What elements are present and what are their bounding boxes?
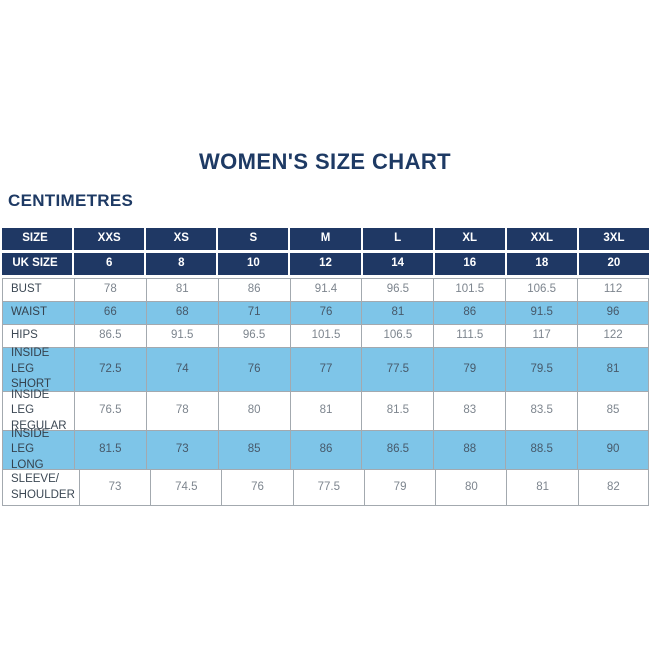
inside-leg-long-row: INSIDE LEG LONG 81.5 73 85 86 86.5 88 88.5 90 [2, 428, 649, 471]
hips-row-value: 96.5 [217, 324, 290, 347]
inside-leg-regular-row-value: 81 [289, 391, 362, 430]
waist-row-value: 81 [361, 301, 434, 324]
sleeve-shoulder-row-value: 79 [363, 469, 436, 506]
inside-leg-long-row-label: INSIDE LEG LONG [2, 428, 74, 471]
inside-leg-long-row-value: 88 [433, 430, 506, 469]
inside-leg-long-row-value: 85 [217, 430, 290, 469]
inside-leg-short-row-value: 77.5 [361, 347, 434, 391]
sleeve-shoulder-row: SLEEVE/ SHOULDER 73 74.5 76 77.5 79 80 81 82 [2, 469, 649, 506]
inside-leg-regular-row-label: INSIDE LEG REGULAR [2, 389, 74, 432]
size-header-row-value: XL [434, 228, 505, 250]
size-header-row-value: L [362, 228, 433, 250]
sleeve-shoulder-row-value: 73 [78, 469, 151, 506]
inside-leg-regular-row-value: 83 [433, 391, 506, 430]
bust-row-label: BUST [2, 278, 74, 301]
uk-size-row: UK SIZE 6 8 10 12 14 16 18 20 [2, 253, 649, 275]
sleeve-shoulder-row-value: 76 [221, 469, 293, 506]
inside-leg-long-row-value: 81.5 [73, 430, 146, 469]
size-header-row-value: 3XL [578, 228, 649, 250]
inside-leg-regular-row-value: 78 [145, 391, 218, 430]
hips-row-value: 117 [505, 324, 578, 347]
waist-row-value: 86 [433, 301, 506, 324]
waist-row-value: 76 [289, 301, 362, 324]
size-header-row-value: XXS [74, 228, 145, 250]
inside-leg-short-row-value: 81 [577, 347, 649, 391]
size-header-row: SIZE XXS XS S M L XL XXL 3XL [2, 228, 649, 250]
hips-row-label: HIPS [2, 324, 74, 347]
bust-row-value: 106.5 [505, 278, 578, 301]
waist-row: WAIST 66 68 71 76 81 86 91.5 96 [2, 301, 649, 324]
unit-label-centimetres: CENTIMETRES [8, 191, 134, 210]
sleeve-shoulder-row-value: 74.5 [150, 469, 222, 506]
inside-leg-regular-row: INSIDE LEG REGULAR 76.5 78 80 81 81.5 83 83.5 85 [2, 389, 649, 432]
uk-size-row-value: 14 [362, 253, 433, 275]
uk-size-row-value: 20 [578, 253, 649, 275]
waist-row-value: 91.5 [505, 301, 578, 324]
bust-row-value: 81 [145, 278, 218, 301]
bust-row-value: 101.5 [433, 278, 506, 301]
inside-leg-short-row-value: 74 [145, 347, 218, 391]
sleeve-shoulder-row-label: SLEEVE/ SHOULDER [2, 469, 79, 506]
inside-leg-long-row-value: 86 [289, 430, 362, 469]
inside-leg-short-row-value: 77 [289, 347, 362, 391]
hips-row-value: 91.5 [145, 324, 218, 347]
inside-leg-short-row-value: 79 [433, 347, 506, 391]
hips-row-value: 101.5 [289, 324, 362, 347]
page-title: WOMEN'S SIZE CHART [199, 149, 451, 174]
size-header-row-value: XXL [506, 228, 577, 250]
bust-row: BUST 78 81 86 91.4 96.5 101.5 106.5 112 [2, 278, 649, 301]
waist-row-value: 68 [145, 301, 218, 324]
bust-row-value: 112 [577, 278, 649, 301]
size-header-row-value: XS [146, 228, 217, 250]
waist-row-value: 96 [577, 301, 649, 324]
uk-size-row-value: 18 [506, 253, 577, 275]
size-header-row-value: S [218, 228, 289, 250]
inside-leg-short-row-value: 79.5 [505, 347, 578, 391]
inside-leg-regular-row-value: 80 [217, 391, 290, 430]
bust-row-value: 86 [217, 278, 290, 301]
inside-leg-short-row-value: 72.5 [73, 347, 146, 391]
uk-size-row-label: UK SIZE [2, 253, 73, 275]
inside-leg-regular-row-value: 83.5 [505, 391, 578, 430]
bust-row-value: 78 [73, 278, 146, 301]
inside-leg-long-row-value: 86.5 [361, 430, 434, 469]
measurement-rows: BUST 78 81 86 91.4 96.5 101.5 106.5 112 WAIST 66 68… [2, 278, 649, 506]
hips-row-value: 106.5 [361, 324, 434, 347]
hips-row-value: 111.5 [433, 324, 506, 347]
size-table: SIZE XXS XS S M L XL XXL 3XL UK SIZE 6 8 10 12 14 16 18 2… [2, 228, 649, 506]
inside-leg-regular-row-value: 85 [577, 391, 649, 430]
inside-leg-regular-row-value: 76.5 [73, 391, 146, 430]
hips-row-value: 122 [577, 324, 649, 347]
uk-size-row-value: 10 [218, 253, 289, 275]
hips-row-value: 86.5 [73, 324, 146, 347]
inside-leg-short-row: INSIDE LEG SHORT 72.5 74 76 77 77.5 79 79.5 81 [2, 347, 649, 391]
size-header-row-label: SIZE [2, 228, 73, 250]
sleeve-shoulder-row-value: 82 [577, 469, 649, 506]
uk-size-row-value: 8 [146, 253, 217, 275]
inside-leg-long-row-value: 73 [145, 430, 218, 469]
inside-leg-short-row-value: 76 [217, 347, 290, 391]
hips-row: HIPS 86.5 91.5 96.5 101.5 106.5 111.5 117 122 [2, 324, 649, 347]
bust-row-value: 96.5 [361, 278, 434, 301]
inside-leg-long-row-value: 90 [577, 430, 649, 469]
size-header-row-value: M [290, 228, 361, 250]
inside-leg-short-row-label: INSIDE LEG SHORT [2, 347, 74, 391]
inside-leg-long-row-value: 88.5 [505, 430, 578, 469]
sleeve-shoulder-row-value: 80 [435, 469, 507, 506]
uk-size-row-value: 16 [434, 253, 505, 275]
sleeve-shoulder-row-value: 81 [506, 469, 578, 506]
sleeve-shoulder-row-value: 77.5 [292, 469, 364, 506]
bust-row-value: 91.4 [289, 278, 362, 301]
uk-size-row-value: 12 [290, 253, 361, 275]
uk-size-row-value: 6 [74, 253, 145, 275]
inside-leg-regular-row-value: 81.5 [361, 391, 434, 430]
waist-row-value: 66 [73, 301, 146, 324]
waist-row-label: WAIST [2, 301, 74, 324]
waist-row-value: 71 [217, 301, 290, 324]
